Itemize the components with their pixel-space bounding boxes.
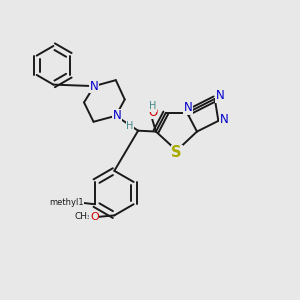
Text: CH₃: CH₃ (75, 212, 92, 221)
Text: N: N (220, 113, 229, 127)
Text: N: N (113, 109, 122, 122)
Text: O: O (148, 106, 158, 119)
Text: S: S (172, 146, 182, 160)
Text: O: O (73, 197, 82, 207)
Text: N: N (184, 101, 192, 114)
Text: methyl1: methyl1 (49, 198, 83, 207)
Text: N: N (215, 89, 224, 102)
Text: H: H (149, 101, 157, 111)
Text: O: O (90, 212, 99, 222)
Text: CH₃: CH₃ (59, 198, 76, 207)
Text: N: N (90, 80, 98, 93)
Text: H: H (126, 121, 134, 131)
